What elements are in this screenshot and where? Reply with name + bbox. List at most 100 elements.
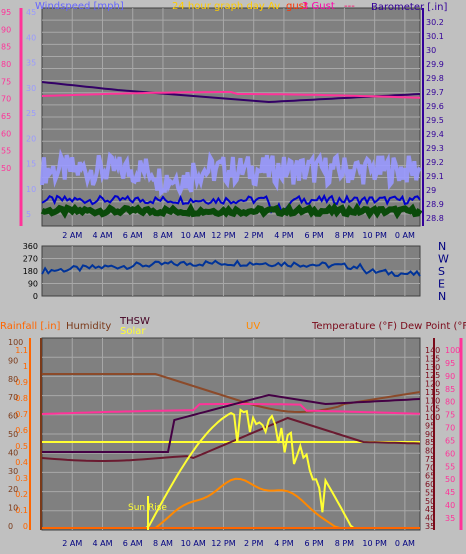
- compass-label: S: [438, 265, 445, 278]
- top-panel: Windspeed [mph] 24 hour graph day Av gus…: [1, 1, 447, 240]
- axis-tick-label: 115: [425, 388, 440, 397]
- axis-tick-label: 30.1: [426, 32, 444, 41]
- axis-tick-label: 0: [8, 522, 13, 531]
- time-tick-label: 6 PM: [304, 231, 323, 240]
- axis-tick-label: 100: [425, 413, 440, 422]
- bottom-panel: Rainfall [.in] Humidity THSW Solar UV Te…: [0, 316, 466, 548]
- axis-tick-label: 10: [8, 504, 18, 513]
- axis-tick-label: 50: [425, 497, 435, 506]
- axis-tick-label: 95: [445, 359, 455, 368]
- temperature-label: Temperature (°F) Dew Point (°F): [311, 321, 466, 332]
- axis-tick-label: 30: [8, 467, 18, 476]
- axis-tick-label: 29.3: [426, 144, 444, 153]
- axis-tick-label: 40: [425, 514, 435, 523]
- time-tick-label: 4 AM: [92, 539, 112, 548]
- axis-tick-label: 35: [26, 59, 36, 68]
- axis-tick-label: 85: [425, 438, 435, 447]
- axis-tick-label: 30: [426, 46, 436, 55]
- axis-tick-label: 50: [445, 475, 455, 484]
- axis-tick-label: 29.8: [426, 74, 444, 83]
- axis-tick-label: 25: [26, 109, 36, 118]
- axis-tick-label: 100: [8, 338, 23, 347]
- axis-tick-label: 90: [28, 280, 38, 289]
- axis-tick-label: 180: [23, 267, 38, 276]
- axis-tick-label: 85: [445, 385, 455, 394]
- wind-gust-series: [40, 148, 422, 198]
- axis-tick-label: 120: [425, 380, 440, 389]
- axis-tick-label: 29.6: [426, 102, 444, 111]
- compass-label: E: [438, 278, 445, 291]
- axis-tick-label: 5: [26, 210, 31, 219]
- axis-tick-label: 95: [1, 8, 11, 17]
- axis-tick-label: 10: [26, 185, 36, 194]
- axis-tick-label: 110: [425, 396, 440, 405]
- axis-tick-label: 65: [1, 112, 11, 121]
- axis-tick-label: 90: [8, 356, 18, 365]
- axis-tick-label: 135: [425, 354, 440, 363]
- axis-tick-label: 1: [23, 362, 28, 371]
- axis-tick-label: 30: [26, 84, 36, 93]
- rainfall-axis-ticks: 1.1 1 0.9 0.8 0.7 0.6 0.5 0.4 0.3 0.2 0.1 0: [15, 346, 28, 531]
- axis-tick-label: 45: [26, 8, 36, 17]
- axis-tick-label: 29.2: [426, 158, 444, 167]
- barometer-series: [41, 81, 421, 104]
- time-tick-label: 10 AM: [181, 231, 206, 240]
- axis-tick-label: 65: [445, 436, 455, 445]
- compass-label: N: [438, 240, 446, 253]
- axis-tick-label: 1.1: [15, 346, 28, 355]
- time-tick-label: 2 PM: [244, 231, 263, 240]
- axis-tick-label: 60: [1, 129, 11, 138]
- axis-tick-label: 80: [425, 447, 435, 456]
- wind-dir-axis-ticks: 360 270 180 90 0: [23, 242, 38, 301]
- axis-tick-label: 270: [23, 255, 38, 264]
- axis-tick-label: 100: [445, 346, 460, 355]
- axis-tick-label: 70: [8, 393, 18, 402]
- thsw-label: THSW: [119, 316, 150, 327]
- axis-tick-label: 70: [425, 463, 435, 472]
- time-tick-label: 6 AM: [123, 539, 143, 548]
- time-tick-label: 0 AM: [395, 231, 415, 240]
- axis-tick-label: 28.9: [426, 200, 444, 209]
- axis-tick-label: 95: [425, 421, 435, 430]
- axis-tick-label: 90: [425, 430, 435, 439]
- thsw-series: [42, 393, 421, 453]
- axis-tick-label: 30.2: [426, 18, 444, 27]
- axis-tick-label: 70: [1, 95, 11, 104]
- time-tick-label: 2 PM: [244, 539, 263, 548]
- axis-tick-label: 125: [425, 371, 440, 380]
- time-tick-label: 8 AM: [153, 231, 173, 240]
- humidity-label: Humidity: [66, 321, 111, 332]
- temperature-axis-ticks: 1401351301251201151101051009590858075706…: [425, 346, 440, 531]
- barometer-axis-ticks: 30.2 30.1 30 29.9 29.8 29.7 29.6 29.5 29.4 29.3 29…: [426, 18, 444, 223]
- axis-tick-label: 60: [445, 449, 455, 458]
- graph-title: 24 hour graph day: [172, 1, 265, 12]
- axis-tick-label: 40: [26, 33, 36, 42]
- wind-low-series: [40, 202, 423, 220]
- time-tick-label: 4 AM: [92, 231, 112, 240]
- windspeed-label: Windspeed [mph]: [35, 1, 124, 12]
- overlay-av: Av: [268, 1, 280, 12]
- wind-axis-ticks-alt: 95 90 85 80 75 70 65 60 55 50: [1, 8, 11, 173]
- dew-point-axis-ticks: 100 95 90 85 80 75 70 65 60 55 50 45 40 35: [445, 346, 460, 523]
- axis-tick-label: 55: [425, 488, 435, 497]
- time-tick-label: 12 PM: [211, 539, 236, 548]
- overlay-3gust: 3 Gust: [302, 1, 335, 12]
- axis-tick-label: 29.1: [426, 172, 444, 181]
- axis-tick-label: 70: [445, 424, 455, 433]
- axis-tick-label: 75: [425, 455, 435, 464]
- axis-tick-label: 65: [425, 472, 435, 481]
- axis-tick-label: 20: [26, 134, 36, 143]
- overlay-dash: ---: [344, 1, 355, 12]
- solar-label: Solar: [120, 326, 146, 337]
- temperature-series: [41, 416, 421, 462]
- axis-tick-label: 85: [1, 43, 11, 52]
- time-tick-label: 10 AM: [181, 539, 206, 548]
- barometer-label: Barometer [.in]: [371, 2, 447, 13]
- axis-tick-label: 75: [1, 77, 11, 86]
- bottom-time-axis: 2 AM 4 AM 6 AM 8 AM 10 AM 12 PM 2 PM 4 PM 6 PM 8 …: [62, 539, 415, 548]
- axis-tick-label: 0.6: [15, 426, 28, 435]
- axis-tick-label: 80: [8, 375, 18, 384]
